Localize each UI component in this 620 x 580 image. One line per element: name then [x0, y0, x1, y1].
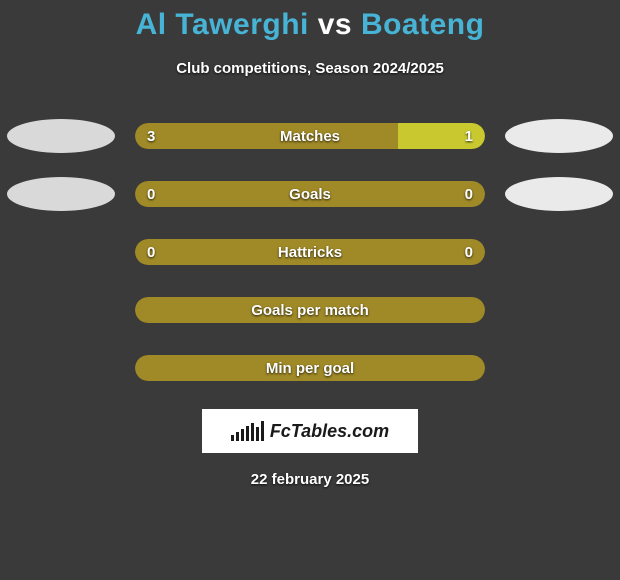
- stats-list: 31Matches 00Goals 00Hattricks Goals per mat…: [0, 119, 620, 385]
- brand-logo[interactable]: FcTables.com: [202, 409, 418, 453]
- player2-name: Boateng: [361, 8, 485, 41]
- spacer: [7, 235, 115, 269]
- player1-badge: [7, 119, 115, 153]
- stat-label: Goals per match: [135, 297, 485, 323]
- stat-label: Matches: [135, 123, 485, 149]
- stat-row: 00Hattricks: [0, 235, 620, 269]
- spacer: [505, 235, 613, 269]
- stat-bar: 00Hattricks: [135, 239, 485, 265]
- stat-bar: 00Goals: [135, 181, 485, 207]
- player2-badge: [505, 177, 613, 211]
- chart-icon: [231, 421, 264, 441]
- stat-bar: Goals per match: [135, 297, 485, 323]
- stat-row: Goals per match: [0, 293, 620, 327]
- spacer: [505, 351, 613, 385]
- stat-row: Min per goal: [0, 351, 620, 385]
- stat-bar: 31Matches: [135, 123, 485, 149]
- player2-badge: [505, 119, 613, 153]
- subtitle: Club competitions, Season 2024/2025: [0, 60, 620, 77]
- page-title: Al Tawerghi vs Boateng: [0, 8, 620, 42]
- player1-badge: [7, 177, 115, 211]
- date-label: 22 february 2025: [0, 471, 620, 488]
- comparison-card: Al Tawerghi vs Boateng Club competitions…: [0, 0, 620, 488]
- stat-row: 00Goals: [0, 177, 620, 211]
- brand-logo-text: FcTables.com: [270, 421, 389, 442]
- spacer: [7, 351, 115, 385]
- stat-label: Hattricks: [135, 239, 485, 265]
- stat-bar: Min per goal: [135, 355, 485, 381]
- vs-separator: vs: [318, 8, 352, 41]
- stat-label: Min per goal: [135, 355, 485, 381]
- stat-row: 31Matches: [0, 119, 620, 153]
- spacer: [505, 293, 613, 327]
- spacer: [7, 293, 115, 327]
- stat-label: Goals: [135, 181, 485, 207]
- player1-name: Al Tawerghi: [136, 8, 309, 41]
